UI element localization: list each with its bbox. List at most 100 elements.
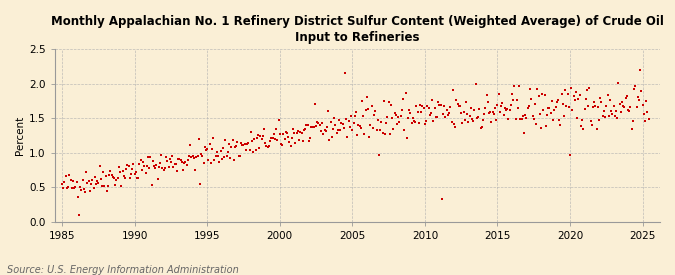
Point	[161, 155, 171, 160]
Point	[116, 184, 127, 188]
Point	[464, 114, 475, 118]
Point	[216, 156, 227, 161]
Point	[601, 104, 612, 108]
Point	[439, 104, 450, 109]
Point	[292, 131, 302, 135]
Point	[321, 129, 331, 133]
Point	[579, 107, 590, 112]
Point	[512, 106, 523, 110]
Point	[550, 104, 561, 109]
Point	[105, 169, 116, 174]
Point	[583, 103, 593, 108]
Point	[101, 188, 112, 193]
Point	[217, 145, 228, 150]
Point	[460, 100, 471, 104]
Point	[113, 165, 124, 169]
Point	[489, 112, 500, 117]
Point	[319, 127, 330, 132]
Point	[572, 115, 583, 120]
Point	[524, 103, 535, 108]
Point	[367, 104, 377, 108]
Point	[130, 170, 141, 174]
Point	[381, 121, 392, 126]
Point	[474, 107, 485, 112]
Point	[518, 114, 529, 119]
Point	[593, 118, 604, 122]
Point	[263, 144, 274, 148]
Point	[308, 125, 319, 129]
Point	[408, 119, 419, 123]
Point	[553, 98, 564, 102]
Point	[617, 100, 628, 104]
Point	[103, 184, 113, 188]
Point	[593, 104, 603, 109]
Point	[245, 130, 256, 134]
Point	[77, 178, 88, 183]
Point	[295, 130, 306, 135]
Point	[324, 138, 335, 142]
Point	[524, 86, 535, 91]
Point	[539, 93, 550, 97]
Point	[251, 136, 262, 140]
Point	[389, 111, 400, 115]
Point	[179, 160, 190, 165]
Point	[529, 117, 539, 121]
Point	[84, 189, 95, 193]
Point	[246, 139, 257, 143]
Point	[487, 109, 498, 114]
Point	[70, 185, 81, 190]
Point	[358, 114, 369, 119]
Point	[240, 141, 250, 146]
Point	[376, 120, 387, 124]
Point	[298, 128, 309, 132]
Point	[567, 108, 578, 112]
Point	[362, 107, 373, 111]
Point	[259, 126, 269, 131]
Point	[466, 106, 477, 110]
Point	[370, 109, 381, 113]
Point	[249, 137, 260, 142]
Point	[590, 104, 601, 109]
Point	[100, 174, 111, 178]
Point	[281, 131, 292, 135]
Point	[255, 134, 266, 138]
Point	[230, 145, 240, 149]
Point	[302, 122, 313, 127]
Point	[360, 108, 371, 112]
Point	[271, 127, 281, 131]
Point	[639, 112, 649, 116]
Point	[411, 104, 422, 108]
Point	[431, 114, 441, 119]
Point	[541, 124, 551, 128]
Point	[252, 133, 263, 137]
Point	[242, 142, 252, 146]
Point	[340, 71, 350, 76]
Point	[280, 130, 291, 134]
Point	[93, 181, 104, 185]
Point	[57, 182, 68, 186]
Point	[532, 87, 543, 91]
Point	[414, 103, 425, 108]
Point	[82, 181, 93, 185]
Point	[402, 136, 412, 140]
Point	[290, 141, 301, 145]
Point	[207, 147, 217, 152]
Point	[641, 99, 651, 103]
Point	[211, 149, 222, 154]
Point	[448, 122, 459, 127]
Point	[431, 114, 442, 119]
Point	[237, 142, 248, 147]
Point	[480, 106, 491, 111]
Point	[551, 100, 562, 104]
Point	[514, 84, 524, 88]
Point	[353, 123, 364, 127]
Point	[99, 184, 110, 188]
Point	[576, 124, 587, 128]
Point	[580, 96, 591, 101]
Point	[269, 131, 279, 136]
Point	[289, 131, 300, 136]
Point	[495, 104, 506, 109]
Point	[132, 176, 142, 180]
Point	[278, 132, 289, 136]
Point	[477, 125, 487, 130]
